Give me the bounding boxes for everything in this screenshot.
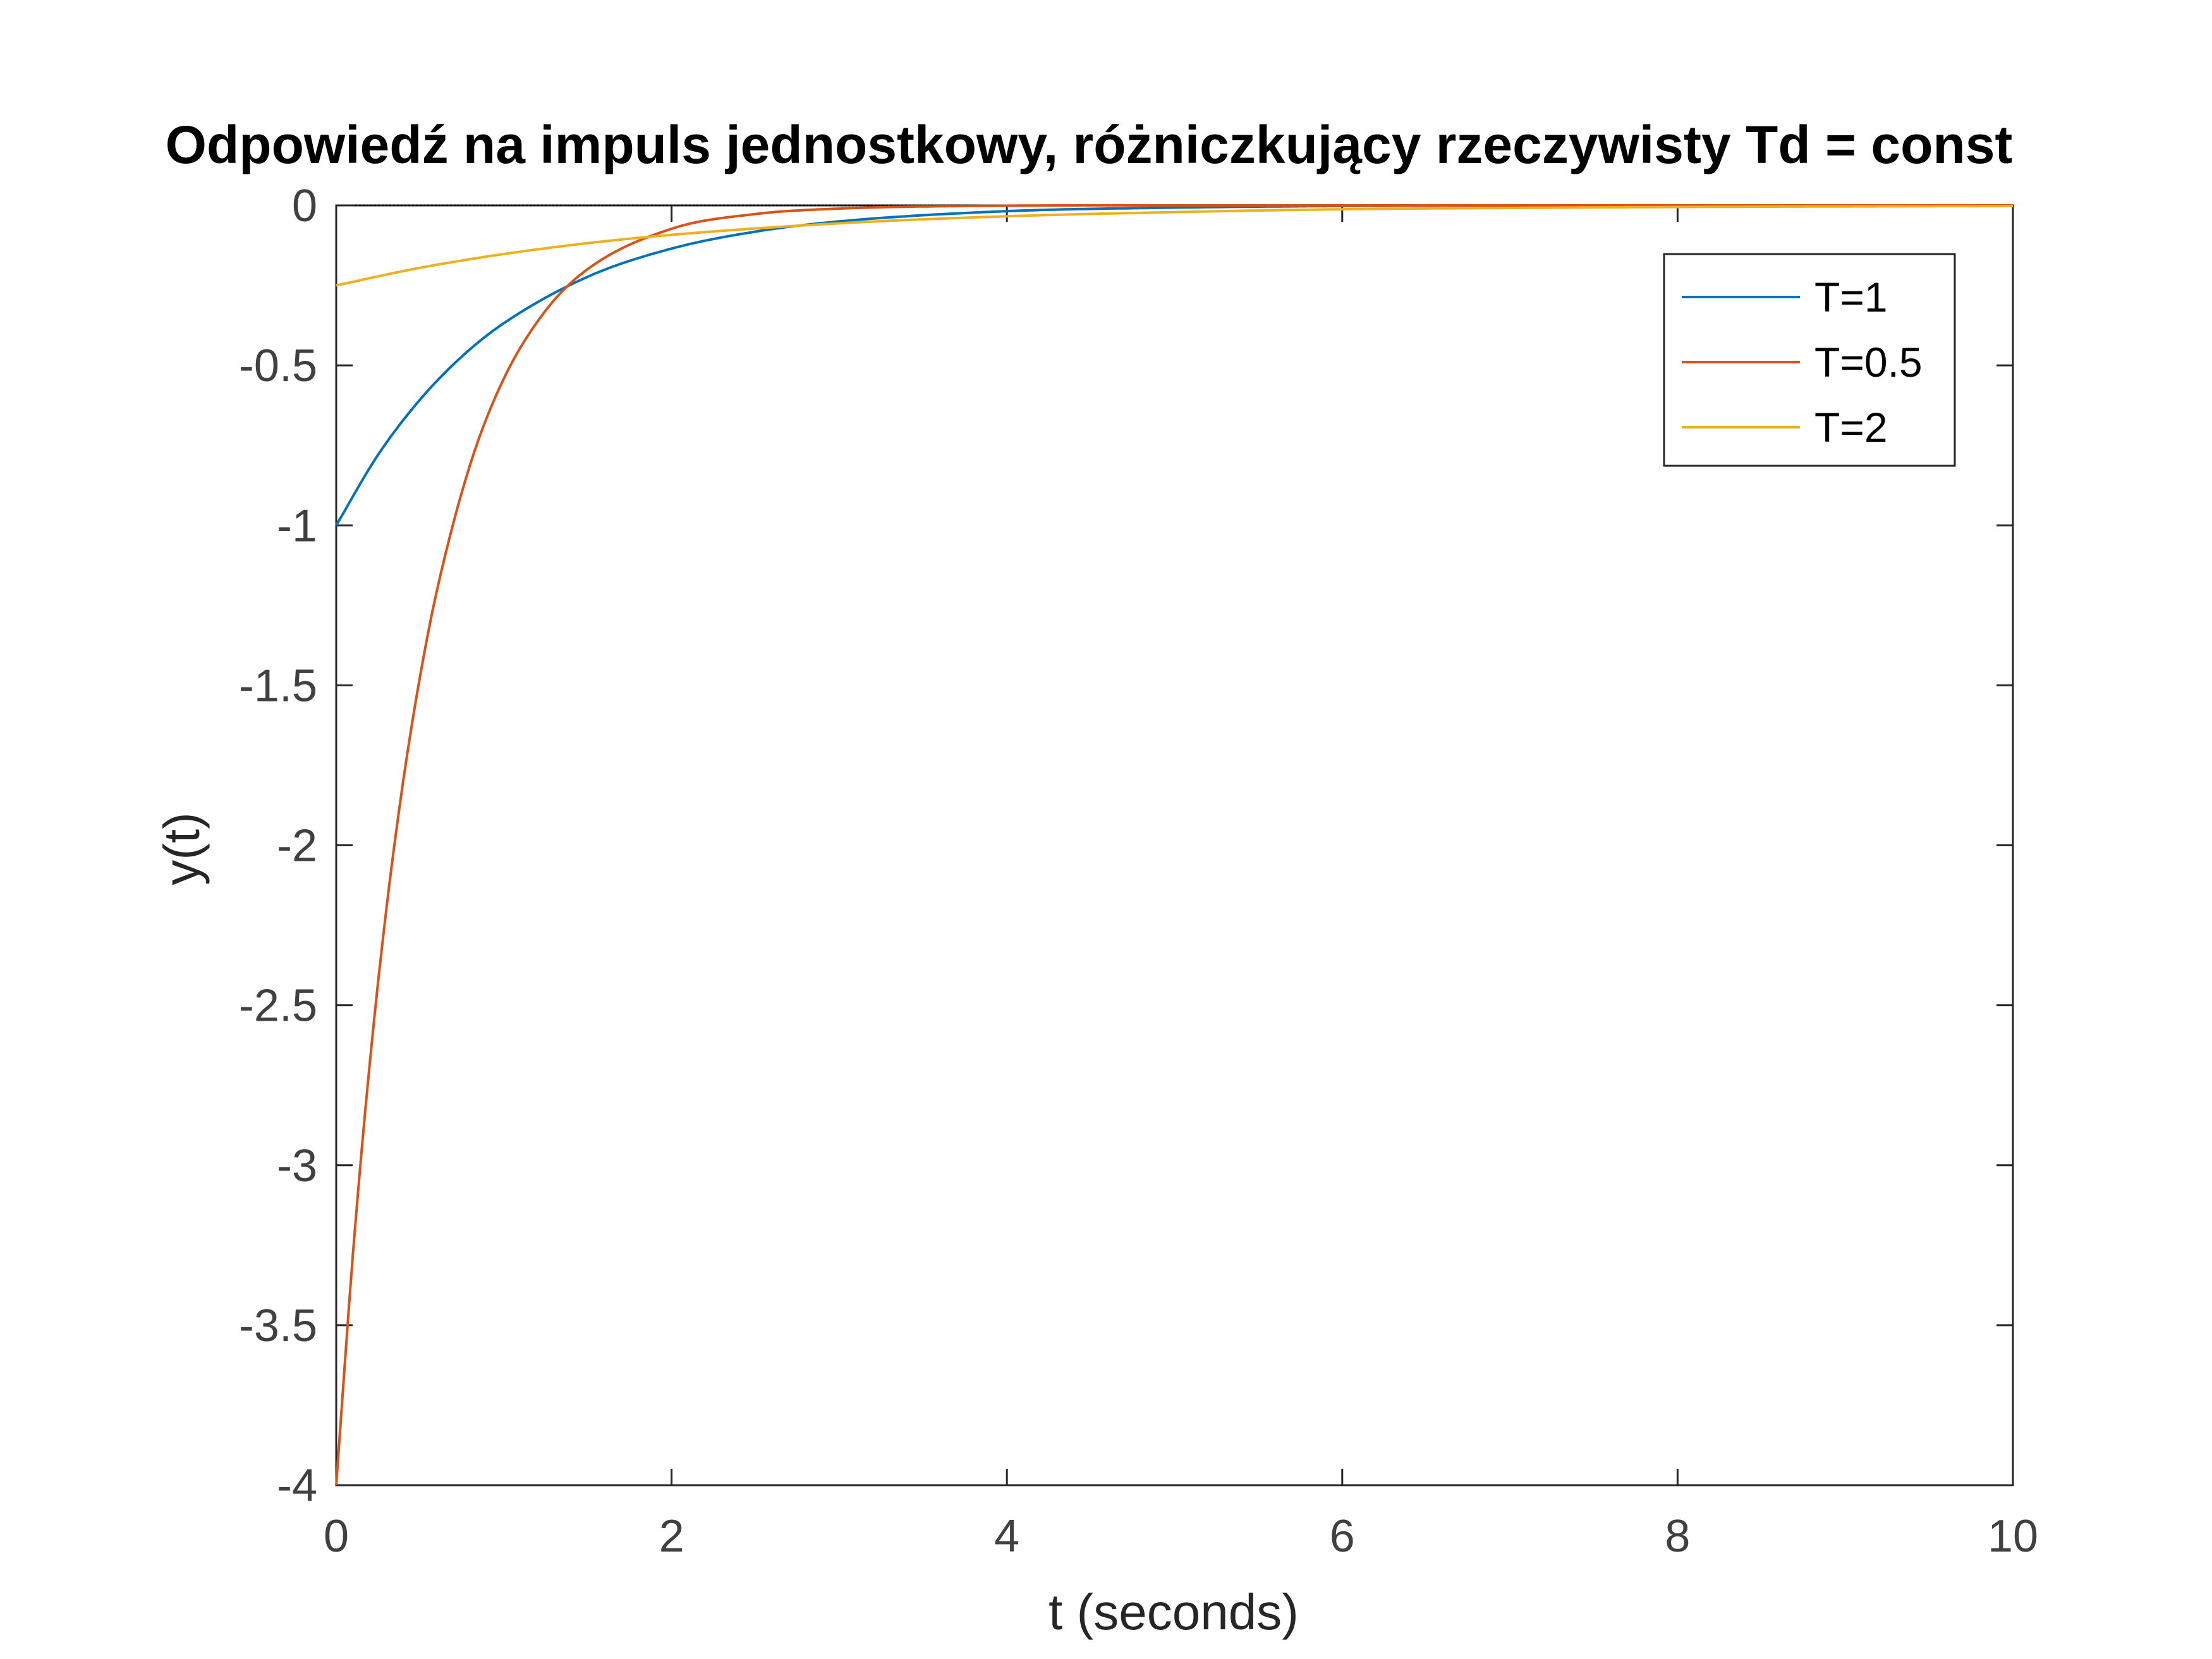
legend-label: T=1 (1814, 274, 1888, 320)
y-tick-label: -2 (277, 821, 317, 872)
x-axis-label: t (seconds) (1048, 1584, 1299, 1640)
x-tick-label: 4 (994, 1511, 1019, 1562)
y-tick-label: -1 (277, 501, 317, 551)
x-tick-label: 0 (324, 1511, 349, 1562)
y-tick-label: -4 (277, 1461, 317, 1511)
x-tick-label: 10 (1988, 1511, 2038, 1562)
legend-label: T=0.5 (1814, 339, 1923, 386)
chart-title: Odpowiedź na impuls jednostkowy, różnicz… (166, 115, 2013, 174)
y-tick-label: -0.5 (239, 341, 317, 391)
x-tick-label: 2 (659, 1511, 684, 1562)
series-line-3 (336, 205, 2013, 287)
series-line-2 (335, 204, 2013, 1486)
y-tick-label: -3.5 (239, 1301, 317, 1351)
legend-box (1663, 253, 1956, 467)
y-axis-label: y(t) (154, 812, 210, 885)
legend: T=1 T=0.5 T=2 (1663, 253, 1956, 467)
y-tick-label: -1.5 (239, 660, 317, 711)
x-tick-label: 8 (1665, 1511, 1690, 1562)
y-tick-label: -2.5 (239, 981, 317, 1031)
x-tick-label: 6 (1330, 1511, 1355, 1562)
legend-label: T=2 (1814, 404, 1888, 451)
y-tick-label: -3 (277, 1141, 317, 1191)
y-tick-label: 0 (292, 181, 317, 231)
